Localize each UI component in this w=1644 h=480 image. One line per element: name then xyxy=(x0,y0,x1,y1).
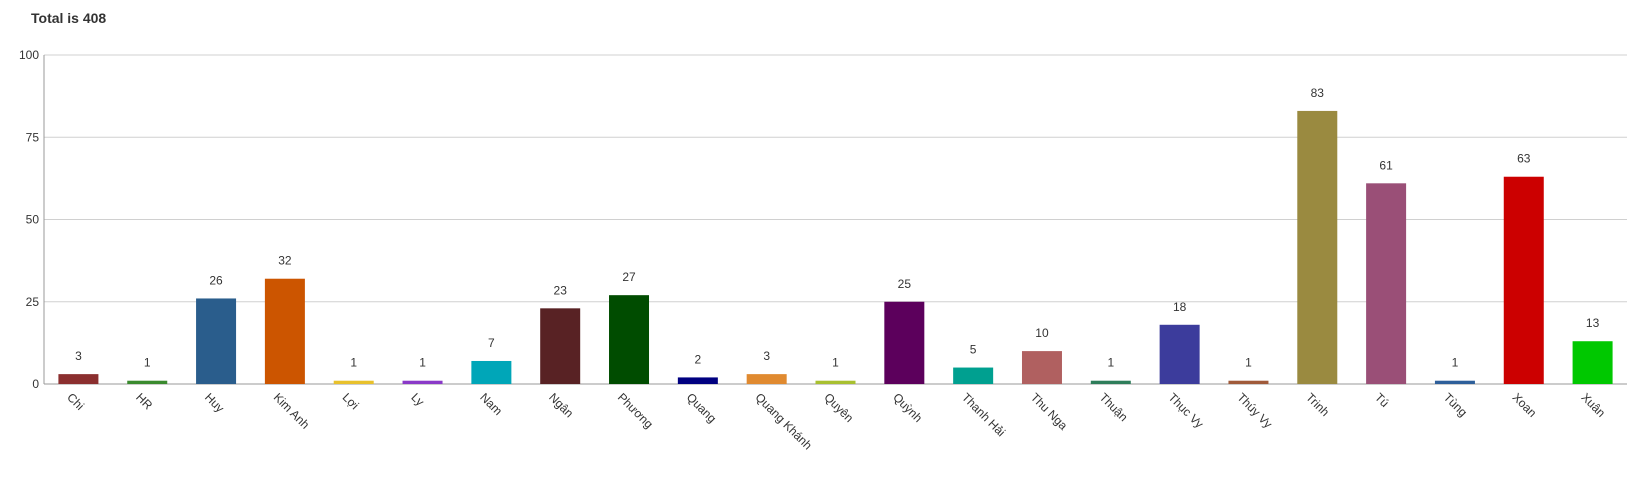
bar[interactable] xyxy=(1434,380,1475,384)
x-tick-label: Thúy Vy xyxy=(1234,390,1275,431)
bar[interactable] xyxy=(333,380,374,384)
y-tick-label: 25 xyxy=(26,295,40,309)
x-tick-label: Thuận xyxy=(1097,390,1131,424)
bar[interactable] xyxy=(540,308,581,384)
bar[interactable] xyxy=(58,374,99,384)
data-label: 61 xyxy=(1379,158,1393,172)
bar[interactable] xyxy=(196,298,237,384)
x-tick-label: Kim Anh xyxy=(271,390,313,432)
x-tick-label: Quỳnh xyxy=(890,390,925,425)
x-tick-label: Phương xyxy=(615,390,656,431)
data-label: 26 xyxy=(209,273,223,287)
data-label: 27 xyxy=(622,270,636,284)
data-label: 1 xyxy=(1107,356,1114,370)
y-tick-label: 75 xyxy=(26,130,40,144)
x-tick-label: Thanh Hải xyxy=(959,390,1008,439)
bars xyxy=(58,110,1613,385)
x-tick-label: Nam xyxy=(477,390,505,418)
x-tick-label: Thục Vy xyxy=(1166,390,1207,431)
x-tick-label: Xoan xyxy=(1510,390,1540,420)
data-label: 1 xyxy=(144,356,151,370)
x-tick-label: Tú xyxy=(1372,390,1392,410)
bar[interactable] xyxy=(471,360,512,384)
x-tick-label: Trinh xyxy=(1303,390,1332,419)
x-axis-labels: Chi HR Huy Kim Anh Lợi Ly Nam Ngân Phương Quang Qu… xyxy=(64,390,1608,452)
data-label: 1 xyxy=(1245,356,1252,370)
data-label: 63 xyxy=(1517,152,1531,166)
x-tick-label: Tùng xyxy=(1441,390,1470,419)
bar[interactable] xyxy=(1572,341,1613,384)
data-label: 2 xyxy=(695,352,702,366)
y-axis-ticks: 0 25 50 75 100 xyxy=(19,48,39,391)
data-label: 13 xyxy=(1586,316,1600,330)
bar[interactable] xyxy=(815,380,856,384)
data-label: 18 xyxy=(1173,300,1187,314)
x-tick-label: Thu Nga xyxy=(1028,390,1071,433)
bar[interactable] xyxy=(609,295,650,384)
data-label: 3 xyxy=(75,349,82,363)
x-tick-label: Lợi xyxy=(340,390,362,412)
bar[interactable] xyxy=(953,367,994,384)
bar[interactable] xyxy=(264,278,305,384)
data-label: 32 xyxy=(278,254,292,268)
data-label: 10 xyxy=(1035,326,1049,340)
x-tick-label: Xuân xyxy=(1578,390,1608,420)
bar[interactable] xyxy=(1503,176,1544,384)
bar[interactable] xyxy=(1159,324,1200,384)
x-tick-label: Quyên xyxy=(821,390,856,425)
y-tick-label: 0 xyxy=(32,377,39,391)
x-tick-label: Quang xyxy=(684,390,719,425)
bar[interactable] xyxy=(884,301,925,384)
x-tick-label: Huy xyxy=(202,390,227,415)
data-label: 1 xyxy=(419,356,426,370)
bar[interactable] xyxy=(1021,351,1062,384)
data-label: 1 xyxy=(1452,356,1459,370)
bar[interactable] xyxy=(1090,380,1131,384)
data-label: 5 xyxy=(970,343,977,357)
bar[interactable] xyxy=(1366,183,1407,384)
data-label: 83 xyxy=(1311,86,1325,100)
bar[interactable] xyxy=(127,380,168,384)
data-label: 1 xyxy=(832,356,839,370)
data-label: 1 xyxy=(350,356,357,370)
x-tick-label: Chi xyxy=(64,390,87,413)
y-tick-label: 50 xyxy=(26,213,40,227)
x-tick-label: Ngân xyxy=(546,390,576,420)
bar[interactable] xyxy=(402,380,443,384)
bar[interactable] xyxy=(1228,380,1269,384)
data-label: 7 xyxy=(488,336,495,350)
data-label: 25 xyxy=(898,277,912,291)
bar[interactable] xyxy=(746,374,787,384)
data-label: 3 xyxy=(763,349,770,363)
chart-title: Total is 408 xyxy=(31,10,107,26)
data-label: 23 xyxy=(554,283,568,297)
bar[interactable] xyxy=(1297,110,1338,385)
bar[interactable] xyxy=(677,377,718,384)
x-tick-label: Ly xyxy=(408,390,427,409)
x-tick-label: HR xyxy=(133,390,155,412)
x-tick-label: Quang Khánh xyxy=(753,390,815,452)
y-tick-label: 100 xyxy=(19,48,39,62)
